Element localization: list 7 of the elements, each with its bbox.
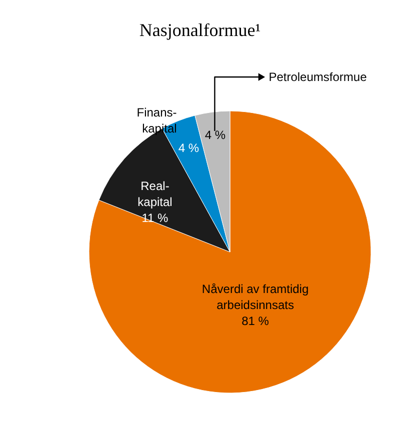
data-label: 4 % <box>204 128 226 142</box>
slice-label: Nåverdi av framtidig arbeidsinnsats <box>202 282 309 312</box>
slice-label: Real- kapital <box>138 178 172 209</box>
chart-title: Nasjonalformue¹ <box>139 20 261 40</box>
data-label: 81 % <box>242 314 270 328</box>
slice-label: Petroleumsformue <box>268 70 368 84</box>
data-label: 4 % <box>178 140 200 155</box>
